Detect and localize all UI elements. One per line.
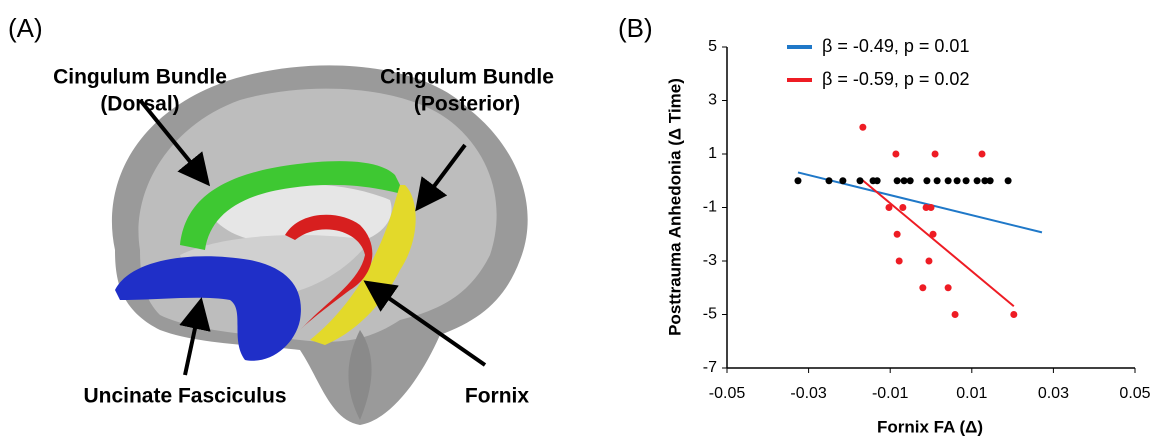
point [932,151,939,158]
point [930,231,937,238]
y-tick-label: 5 [708,38,717,55]
y-tick-label: 3 [708,92,717,109]
point [896,258,903,265]
point [1010,311,1017,318]
figure: (A) (B) Fornix FA (Δ) Posttrauma Anhedon… [0,0,1165,443]
x-tick-label: 0.01 [956,385,987,402]
point [925,258,932,265]
x-tick-label: 0.03 [1038,385,1069,402]
fit-line [863,180,1014,306]
point [894,231,901,238]
structure-label: Cingulum Bundle [53,66,227,89]
point [894,177,901,184]
x-tick-label: -0.05 [709,385,746,402]
x-tick-label: -0.01 [872,385,909,402]
point [974,177,981,184]
point [892,151,899,158]
panel-label: (A) [8,13,43,43]
point [952,311,959,318]
legend-label: β = -0.49, p = 0.01 [822,36,969,56]
x-tick-label: 0.05 [1119,385,1150,402]
point [874,177,881,184]
point [859,124,866,131]
structure-label: (Posterior) [414,93,520,116]
x-tick-label: -0.03 [790,385,827,402]
legend-label: β = -0.59, p = 0.02 [822,69,969,89]
point [857,177,864,184]
point [945,177,952,184]
brain-image [112,65,528,425]
point [963,177,970,184]
point [826,177,833,184]
y-tick-label: 1 [708,145,717,162]
y-tick-label: -5 [703,306,717,323]
point [1005,177,1012,184]
point [979,151,986,158]
point [794,177,801,184]
point [839,177,846,184]
y-tick-label: -1 [703,199,717,216]
point [923,177,930,184]
point [928,204,935,211]
y-tick-label: -3 [703,252,717,269]
structure-label: Fornix [465,385,529,408]
point [899,204,906,211]
point [954,177,961,184]
y-axis-title: Posttrauma Anhedonia (Δ Time) [665,78,684,336]
structure-label: Uncinate Fasciculus [83,385,286,408]
point [901,177,908,184]
point [945,284,952,291]
panel-label: (B) [618,13,653,43]
point [919,284,926,291]
point [934,177,941,184]
x-axis-title: Fornix FA (Δ) [877,417,983,436]
structure-label: (Dorsal) [100,93,179,116]
y-tick-label: -7 [703,359,717,376]
point [907,177,914,184]
point [885,204,892,211]
point [987,177,994,184]
structure-label: Cingulum Bundle [380,66,554,89]
